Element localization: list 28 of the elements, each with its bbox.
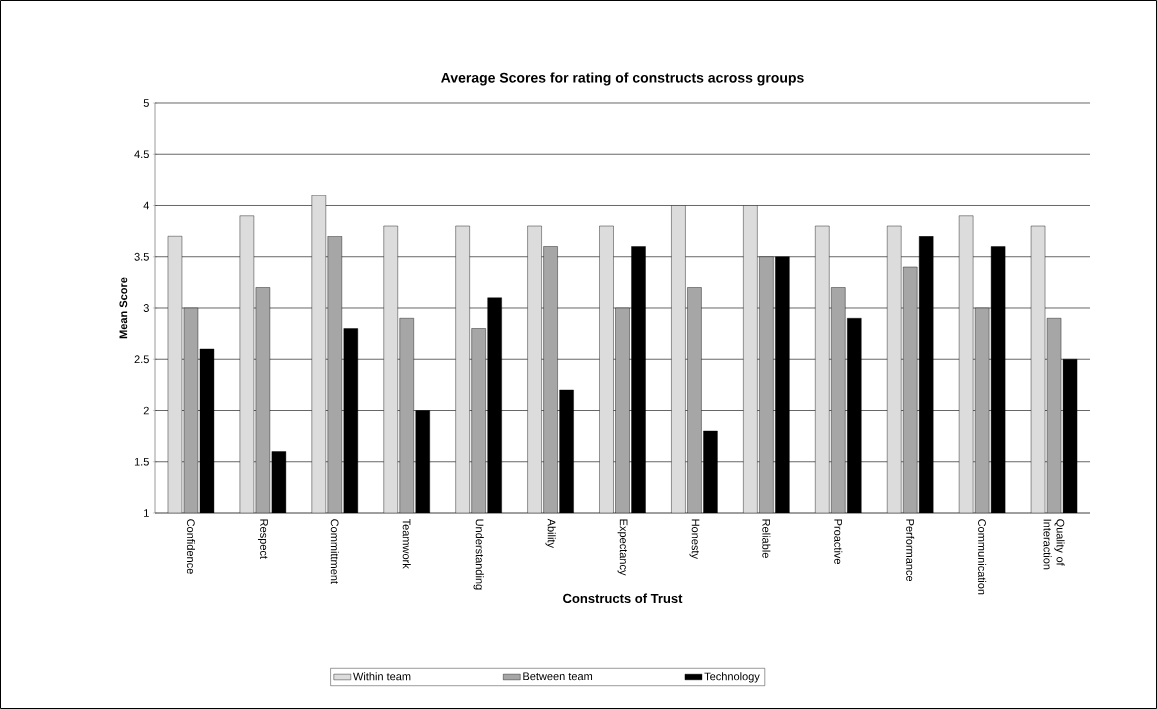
x-tick-label: Quality of Interaction	[1043, 519, 1065, 570]
x-tick-label: Teamwork	[402, 518, 411, 569]
x-tick-label: Understanding	[473, 519, 484, 590]
x-tick-label: Confidence	[186, 519, 195, 574]
y-tick-label: 1	[144, 509, 149, 517]
y-axis-title: Mean Score	[119, 277, 128, 339]
y-tick-label: 3.5	[134, 252, 149, 261]
y-tick-label: 1.5	[134, 457, 149, 466]
x-axis-title: Constructs of Trust	[563, 593, 683, 604]
x-tick-label: Proactive	[834, 519, 843, 564]
y-tick-label: 2.5	[134, 355, 149, 364]
x-tick-label: Reliable	[762, 519, 771, 558]
y-tick-label: 3	[143, 304, 149, 312]
y-tick-label: 5	[143, 99, 149, 107]
legend-label: Within team	[353, 672, 411, 681]
y-tick-label: 4.5	[134, 150, 149, 159]
x-tick-label: Honesty	[689, 519, 700, 559]
x-tick-label: Communication	[978, 519, 987, 595]
legend-label: Technology	[704, 672, 760, 683]
y-tick-label: 2	[143, 406, 149, 415]
x-tick-label: Expectancy	[617, 519, 628, 576]
x-tick-label: Performance	[906, 519, 915, 582]
x-tick-label: Ability	[545, 518, 556, 548]
chart-title: Average Scores for rating of constructs across groups	[441, 72, 804, 86]
legend-label: Between team	[523, 672, 593, 681]
x-tick-label: Committment	[330, 519, 339, 584]
x-tick-label: Respect	[257, 519, 268, 559]
y-tick-label: 4	[143, 201, 150, 210]
